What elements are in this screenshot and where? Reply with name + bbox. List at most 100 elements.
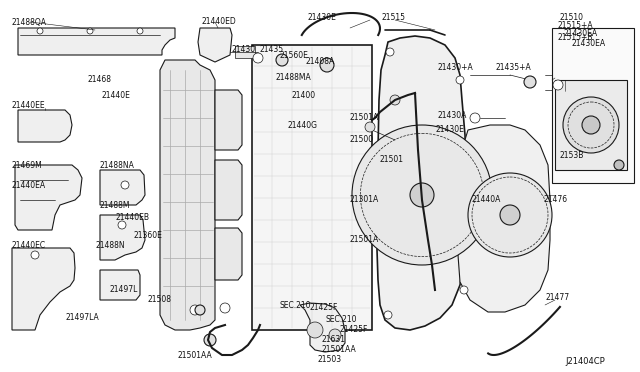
Text: 21468: 21468 [88,76,112,84]
Text: 21488M: 21488M [100,201,131,209]
Text: 21430: 21430 [231,45,255,55]
Text: 21440G: 21440G [288,121,318,129]
Text: 21515+A: 21515+A [558,22,594,31]
Text: 21508: 21508 [148,295,172,305]
Circle shape [468,173,552,257]
Circle shape [614,160,624,170]
Text: 21440ED: 21440ED [201,17,236,26]
Text: 21430E: 21430E [307,13,336,22]
Text: 21501A: 21501A [350,235,380,244]
Text: 21440EE: 21440EE [12,100,45,109]
Polygon shape [18,28,175,55]
Polygon shape [198,28,232,62]
Polygon shape [160,60,215,330]
Circle shape [582,116,600,134]
Circle shape [37,28,43,34]
Text: 21440EA: 21440EA [12,180,46,189]
Circle shape [365,122,375,132]
Text: J21404CP: J21404CP [565,357,605,366]
Polygon shape [377,36,466,330]
Text: 21435+A: 21435+A [496,64,532,73]
Text: 21440EB: 21440EB [115,214,149,222]
Circle shape [456,76,464,84]
Text: 21488QA: 21488QA [12,17,47,26]
Text: 21515: 21515 [381,13,405,22]
Polygon shape [215,90,242,150]
Text: 21497L: 21497L [110,285,138,295]
Polygon shape [300,303,345,352]
Text: 21425F: 21425F [340,326,369,334]
Circle shape [384,311,392,319]
Circle shape [419,205,429,215]
Text: 21476: 21476 [543,196,567,205]
Text: 21430EA: 21430EA [563,29,597,38]
Text: 21488NA: 21488NA [100,160,135,170]
Circle shape [307,322,323,338]
Circle shape [460,286,468,294]
Text: 21510: 21510 [560,13,584,22]
Text: 21477: 21477 [545,294,569,302]
Text: 21301A: 21301A [350,196,380,205]
Text: 21430E: 21430E [436,125,465,135]
Text: SEC.210: SEC.210 [280,301,312,310]
Text: 21440EC: 21440EC [12,241,46,250]
Circle shape [195,305,205,315]
Circle shape [386,48,394,56]
Circle shape [390,95,400,105]
Text: 21400: 21400 [292,90,316,99]
Circle shape [422,245,432,255]
Text: 21488MA: 21488MA [275,74,311,83]
Circle shape [220,303,230,313]
Text: 21360E: 21360E [133,231,162,240]
Polygon shape [215,228,242,280]
Circle shape [121,181,129,189]
Polygon shape [18,110,72,142]
Text: 21497LA: 21497LA [65,314,99,323]
Text: 21503: 21503 [318,356,342,365]
Polygon shape [100,215,145,260]
Circle shape [553,80,563,90]
Circle shape [415,150,425,160]
Circle shape [276,54,288,66]
Polygon shape [100,270,140,300]
Circle shape [190,305,200,315]
Bar [252,45,372,330]
Text: 21425F: 21425F [310,304,339,312]
Circle shape [118,221,126,229]
Text: 21515+B: 21515+B [558,33,593,42]
Circle shape [204,334,216,346]
Text: 21488N: 21488N [95,241,125,250]
Text: 21560E: 21560E [280,51,309,60]
Text: 21631: 21631 [322,336,346,344]
Text: 21430A: 21430A [437,110,467,119]
Circle shape [500,205,520,225]
Text: 21440E: 21440E [102,90,131,99]
Text: 21430EA: 21430EA [572,39,606,48]
Bar [555,80,627,170]
Bar [552,28,634,183]
Circle shape [329,329,341,341]
Polygon shape [215,160,242,220]
Circle shape [87,28,93,34]
Text: SEC.210: SEC.210 [325,315,356,324]
Text: 21408A: 21408A [305,58,334,67]
Circle shape [137,28,143,34]
Text: 21435: 21435 [259,45,283,55]
Text: 2153B: 2153B [560,151,584,160]
Text: 21501AA: 21501AA [322,346,356,355]
Polygon shape [12,248,75,330]
Bar [235,46,255,58]
Polygon shape [100,170,145,205]
Text: 21501AA: 21501AA [178,350,212,359]
Text: 21500: 21500 [350,135,374,144]
Circle shape [253,53,263,63]
Polygon shape [458,125,550,312]
Polygon shape [15,165,82,230]
Circle shape [410,183,434,207]
Text: 21430+A: 21430+A [437,64,473,73]
Text: 21501A: 21501A [350,113,380,122]
Text: 21469M: 21469M [12,160,43,170]
Circle shape [470,113,480,123]
Circle shape [563,97,619,153]
Circle shape [352,125,492,265]
